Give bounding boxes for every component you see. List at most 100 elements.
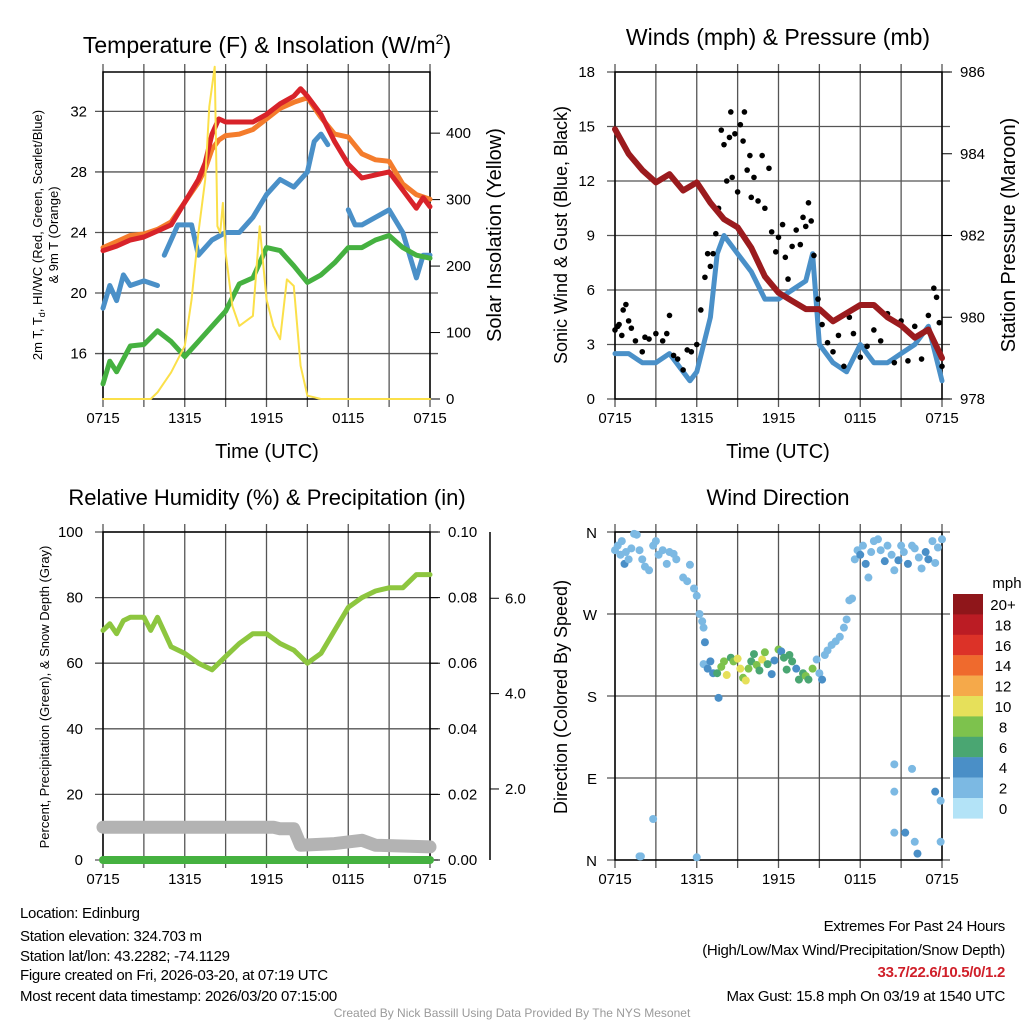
direction-point <box>910 544 919 553</box>
legend-label: 18 <box>995 617 1012 634</box>
title-end: ) <box>443 32 451 58</box>
direction-point <box>928 537 937 546</box>
direction-point <box>936 796 945 805</box>
gust-point <box>702 274 708 281</box>
title-superscript: 2 <box>436 31 444 47</box>
gust-point <box>734 189 741 195</box>
y2-tick-label: 0.10 <box>448 524 477 541</box>
gust-point <box>936 319 943 326</box>
gust-point <box>850 330 857 337</box>
y2-tick-label: 300 <box>446 192 471 209</box>
max-gust-text: Max Gust: 15.8 mph On 03/19 at 1540 UTC <box>726 988 1006 1005</box>
direction-point <box>695 610 704 618</box>
x-tick-label: 1915 <box>250 410 283 427</box>
gust-point <box>744 167 750 173</box>
x-tick-label: 0115 <box>844 871 876 888</box>
x-tick-label: 0715 <box>598 871 631 888</box>
y-tick-label: 40 <box>66 721 83 738</box>
legend-swatch <box>953 634 983 656</box>
gust-point <box>704 250 711 257</box>
y-tick-label: 20 <box>70 285 87 302</box>
legend-label: 0 <box>999 801 1007 818</box>
direction-point <box>700 638 709 647</box>
y-axis-label: Percent, Precipitation (Green), & Snow D… <box>37 546 52 849</box>
y2-tick-label: 0.02 <box>448 786 477 803</box>
direction-point <box>720 657 728 666</box>
direction-point <box>903 559 912 568</box>
gust-point <box>905 358 911 364</box>
direction-point <box>617 537 626 546</box>
gust-point <box>737 121 744 128</box>
y-tick-label: 32 <box>70 103 87 120</box>
series-snow-depth <box>96 820 437 854</box>
legend-swatch <box>953 736 983 758</box>
direction-point <box>636 852 645 861</box>
y2-tick-label: 0.00 <box>448 852 477 869</box>
y-tick-label: 6 <box>587 282 595 299</box>
gust-point <box>632 338 639 344</box>
panel-1: 0715 1315 1915 0115 0715 Temperature (F) & In… <box>30 31 506 463</box>
legend-swatch <box>953 798 983 819</box>
y2-tick-label: 0.06 <box>448 655 477 672</box>
direction-point <box>744 664 753 673</box>
direction-point <box>887 550 896 559</box>
x-tick-label: 0715 <box>598 410 631 427</box>
direction-point <box>662 559 671 568</box>
direction-point <box>714 693 723 702</box>
gust-point <box>623 301 629 308</box>
direction-point <box>692 853 701 862</box>
y2-tick-label: 984 <box>960 146 985 163</box>
direction-point <box>685 560 694 569</box>
gust-point <box>931 285 937 291</box>
gust-point <box>732 130 738 137</box>
legend-swatch <box>953 655 983 676</box>
direction-point <box>699 623 708 632</box>
direction-point <box>883 541 892 550</box>
legend-label: 4 <box>999 760 1007 777</box>
gust-point <box>800 214 806 221</box>
gust-point <box>877 338 884 344</box>
direction-point <box>890 787 899 796</box>
gust-point <box>785 276 791 282</box>
direction-point <box>785 651 794 659</box>
gust-point <box>729 174 735 181</box>
y-tick-label: 18 <box>578 64 595 81</box>
x-tick-label: 0115 <box>332 410 364 427</box>
legend-swatch <box>953 594 983 615</box>
direction-point <box>767 670 776 679</box>
direction-point <box>890 566 899 575</box>
gust-point <box>759 152 765 159</box>
y-tick-label: 9 <box>587 228 595 245</box>
gust-point <box>815 296 821 302</box>
gust-point <box>625 318 632 324</box>
direction-point <box>899 548 908 557</box>
plot-frame <box>614 531 943 861</box>
direction-point <box>713 669 722 678</box>
legend-label: 10 <box>995 699 1012 716</box>
direction-point <box>624 555 633 564</box>
gust-point <box>723 178 730 184</box>
direction-point <box>698 617 707 626</box>
y-tick-label: 3 <box>587 337 595 354</box>
gust-point <box>659 338 666 344</box>
series-dewpoint <box>100 233 433 387</box>
direction-point <box>936 837 945 846</box>
series-solar-insolation <box>102 65 431 400</box>
extremes-title: Extremes For Past 24 Hours <box>823 918 1006 935</box>
legend-swatch <box>953 777 983 799</box>
direction-point <box>722 671 731 680</box>
x-tick-label: 1315 <box>680 871 713 888</box>
legend-label: 6 <box>999 740 1007 757</box>
direction-point <box>760 648 769 657</box>
direction-point <box>736 664 745 673</box>
gust-point <box>819 321 825 328</box>
direction-point <box>627 544 636 553</box>
direction-point <box>815 669 824 678</box>
gust-point <box>782 254 789 261</box>
direction-point <box>758 655 767 664</box>
direction-point <box>858 541 867 550</box>
gust-point <box>939 363 945 370</box>
direction-point <box>649 815 658 823</box>
y-tick-label: N <box>586 853 597 870</box>
